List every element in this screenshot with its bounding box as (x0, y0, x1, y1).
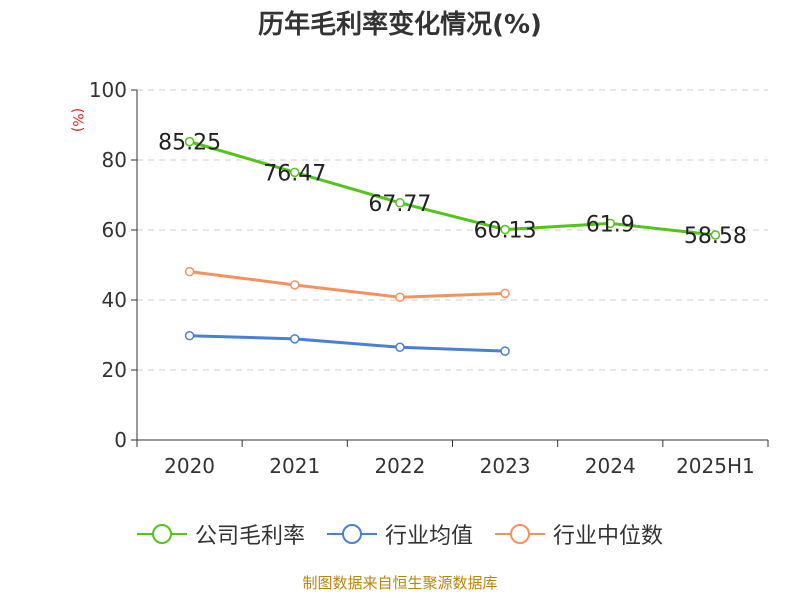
x-tick-label: 2021 (269, 454, 320, 478)
data-point (395, 198, 405, 208)
legend-item-industry-median[interactable]: 行业中位数 (495, 518, 663, 550)
legend-item-industry-mean[interactable]: 行业均值 (326, 518, 473, 550)
data-point (500, 224, 510, 235)
legend-swatch-company (136, 524, 187, 544)
data-point (395, 342, 405, 352)
data-point (290, 334, 300, 344)
data-point (605, 218, 615, 229)
data-label: 58.58 (684, 224, 747, 249)
data-label: 76.47 (263, 161, 326, 186)
y-tick-label: 60 (102, 218, 127, 242)
data-point (710, 230, 721, 240)
legend-label-industry-mean: 行业均值 (384, 524, 473, 549)
legend-label-industry-median: 行业中位数 (553, 524, 664, 549)
data-point (500, 346, 510, 356)
data-label: 61.9 (586, 212, 635, 237)
y-tick-label: 20 (102, 358, 127, 382)
y-tick-label: 0 (114, 428, 127, 452)
y-tick-label: 80 (102, 148, 127, 172)
legend-item-company[interactable]: 公司毛利率 (136, 518, 305, 550)
x-tick-label: 2025H1 (676, 454, 755, 478)
series-line-2 (189, 270, 506, 299)
x-tick-label: 2022 (374, 454, 425, 478)
data-source-note: 制图数据来自恒生聚源数据库 (302, 574, 498, 592)
x-tick-label: 2023 (480, 454, 531, 478)
data-label: 85.25 (158, 131, 221, 156)
series-line-1 (189, 334, 506, 353)
y-tick-label: 100 (89, 78, 127, 102)
data-point (395, 292, 405, 302)
y-tick-label: 40 (102, 288, 127, 312)
data-point (290, 167, 300, 178)
data-label: 60.13 (474, 219, 537, 244)
legend-label-company: 公司毛利率 (194, 524, 305, 549)
x-tick-label: 2020 (164, 454, 215, 478)
data-label: 67.77 (368, 192, 431, 217)
data-point (500, 288, 510, 299)
data-point (290, 280, 300, 290)
data-point (184, 266, 195, 277)
data-point (184, 136, 195, 147)
chart-title: 历年毛利率变化情况(%) (258, 10, 542, 40)
legend-swatch-industry-mean (326, 524, 377, 544)
legend-swatch-industry-median (495, 524, 545, 544)
legend: 公司毛利率 行业均值 行业中位数 (0, 518, 800, 550)
series-line-0 (189, 140, 716, 237)
data-point (184, 330, 195, 341)
x-tick-label: 2024 (585, 454, 636, 478)
